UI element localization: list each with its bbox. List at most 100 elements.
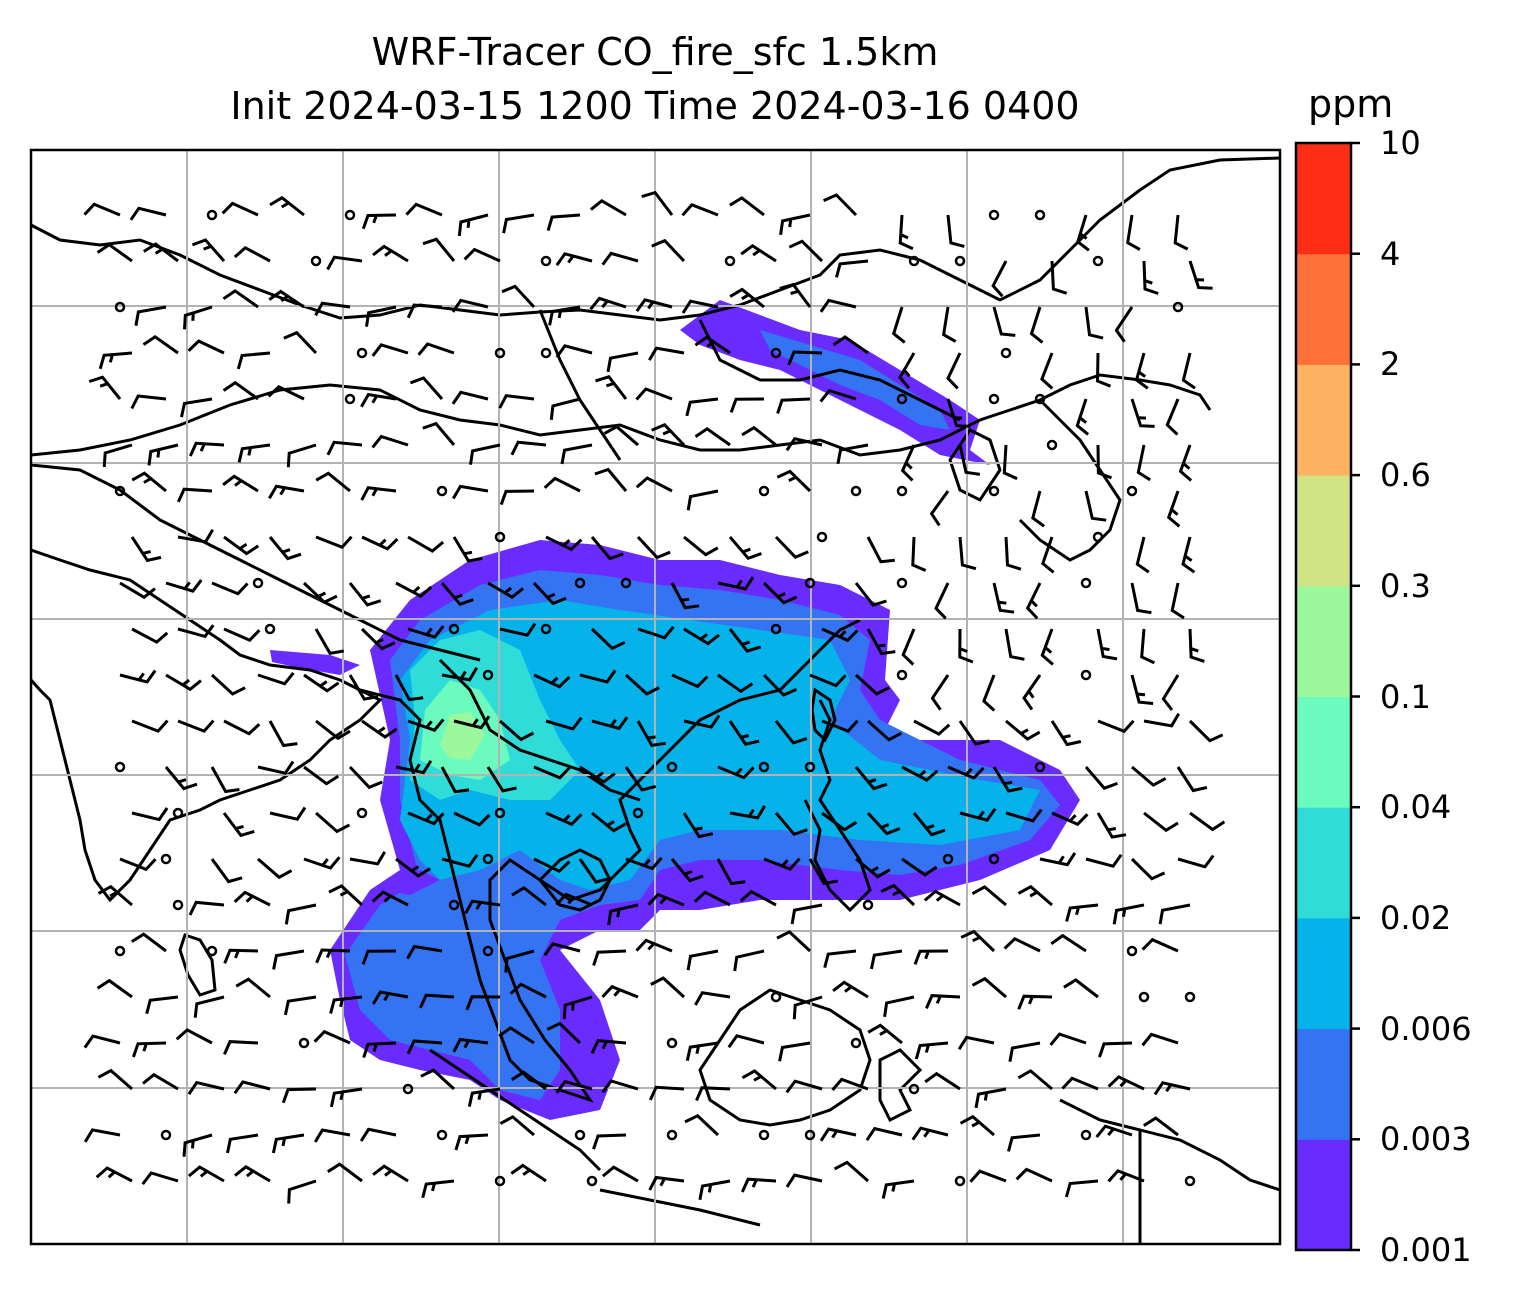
- map-panel: [31, 150, 1280, 1244]
- wind-barb: [578, 858, 610, 884]
- wind-barb: [1084, 490, 1107, 522]
- wind-barb: [348, 674, 379, 701]
- wind-barb: [142, 334, 179, 355]
- calm-wind-marker: [482, 853, 494, 865]
- wind-barb: [729, 196, 765, 217]
- wind-barb: [361, 719, 398, 739]
- wind-barb: [499, 719, 535, 742]
- wind-barb: [361, 213, 397, 230]
- wind-barb: [779, 213, 811, 236]
- calm-wind-marker: [1080, 577, 1092, 589]
- wind-barb: [451, 390, 489, 405]
- wind-barb: [147, 443, 179, 466]
- calm-wind-marker: [1000, 347, 1012, 359]
- wind-barb: [1050, 720, 1082, 747]
- wind-barb: [891, 306, 906, 344]
- calm-wind-marker: [1092, 531, 1104, 543]
- wind-barb: [222, 812, 255, 838]
- calm-wind-marker: [448, 899, 460, 911]
- wind-barb: [222, 380, 259, 401]
- wind-barb: [187, 1080, 225, 1096]
- wind-barb: [1188, 628, 1205, 663]
- wind-barb: [469, 443, 501, 465]
- wind-barb: [406, 1039, 443, 1055]
- calm-wind-marker: [310, 255, 322, 267]
- wind-barb: [819, 1127, 857, 1142]
- wind-barb: [1005, 808, 1043, 823]
- wind-barb: [211, 581, 249, 596]
- wind-barb: [911, 1126, 949, 1141]
- wind-barb: [832, 335, 869, 355]
- colorbar-label-1: 0.003: [1380, 1120, 1472, 1159]
- wind-barb: [924, 1071, 961, 1091]
- wind-barb: [1017, 1069, 1053, 1091]
- wind-barb: [440, 582, 474, 607]
- wind-barb: [1143, 712, 1180, 728]
- wind-barb: [96, 978, 133, 999]
- wind-barb: [729, 287, 765, 309]
- wind-barb: [272, 949, 305, 970]
- wind-barb: [187, 1165, 225, 1183]
- colorbar-label-4: 0.04: [1380, 788, 1452, 827]
- wind-barb: [869, 949, 903, 970]
- wind-barb: [670, 858, 704, 883]
- wind-barb: [591, 716, 629, 731]
- border-asia-3: [698, 319, 961, 422]
- wind-barb: [97, 1068, 133, 1091]
- wind-barb: [313, 1029, 351, 1045]
- wind-barb: [501, 284, 536, 309]
- wind-barb: [548, 305, 581, 326]
- wind-barb: [648, 346, 685, 361]
- colorbar-bin-5: [1296, 585, 1351, 697]
- coast-philippines: [803, 699, 872, 913]
- wind-barb: [1188, 260, 1213, 290]
- wind-barb: [1131, 765, 1167, 787]
- wind-barb: [422, 421, 456, 446]
- wind-barb: [717, 765, 755, 780]
- calm-wind-marker: [620, 577, 632, 589]
- wind-barb: [510, 440, 547, 456]
- plume-west-tail: [270, 650, 360, 675]
- wind-barb: [1039, 852, 1077, 867]
- wind-barb: [1140, 628, 1156, 665]
- wind-barb: [96, 242, 133, 263]
- wind-barb: [406, 944, 443, 960]
- wind-barb: [693, 890, 731, 907]
- wind-barb: [823, 949, 857, 968]
- wind-barb: [901, 628, 916, 666]
- wind-barb: [854, 582, 887, 607]
- colorbar-label-2: 0.006: [1380, 1009, 1472, 1048]
- wind-barb: [405, 202, 443, 217]
- calm-wind-marker: [402, 1083, 414, 1095]
- colorbar-bin-1: [1296, 1028, 1351, 1140]
- calm-wind-marker: [758, 1129, 770, 1141]
- calm-wind-marker: [908, 255, 920, 267]
- colorbar-bin-6: [1296, 475, 1351, 587]
- wind-barb: [555, 1079, 593, 1094]
- wind-barb: [286, 443, 317, 468]
- wind-barb: [717, 673, 754, 694]
- colorbar-bin-8: [1296, 253, 1351, 365]
- wind-barb: [601, 1079, 639, 1094]
- colorbar-bin-9: [1296, 143, 1351, 255]
- wind-barb: [222, 289, 259, 309]
- map-title-line-2: Init 2024-03-15 1200 Time 2024-03-16 040…: [230, 84, 1080, 128]
- wind-barb: [328, 884, 364, 907]
- wind-barb: [1084, 766, 1119, 790]
- wind-barb: [533, 765, 571, 780]
- wind-barb: [498, 394, 535, 409]
- wind-barb: [191, 238, 226, 262]
- wind-barb: [740, 1177, 777, 1193]
- wind-barb: [315, 719, 351, 741]
- wind-barb: [913, 949, 949, 965]
- wind-barb: [1004, 628, 1025, 661]
- wind-barb: [650, 976, 686, 999]
- wind-barb: [223, 627, 261, 642]
- wind-barb: [545, 811, 583, 827]
- wind-barb: [326, 1162, 363, 1183]
- wind-barb: [395, 759, 433, 775]
- wind-barb: [440, 766, 470, 794]
- wind-barb: [210, 858, 243, 884]
- wind-barb: [83, 202, 121, 217]
- wind-barb: [958, 444, 981, 476]
